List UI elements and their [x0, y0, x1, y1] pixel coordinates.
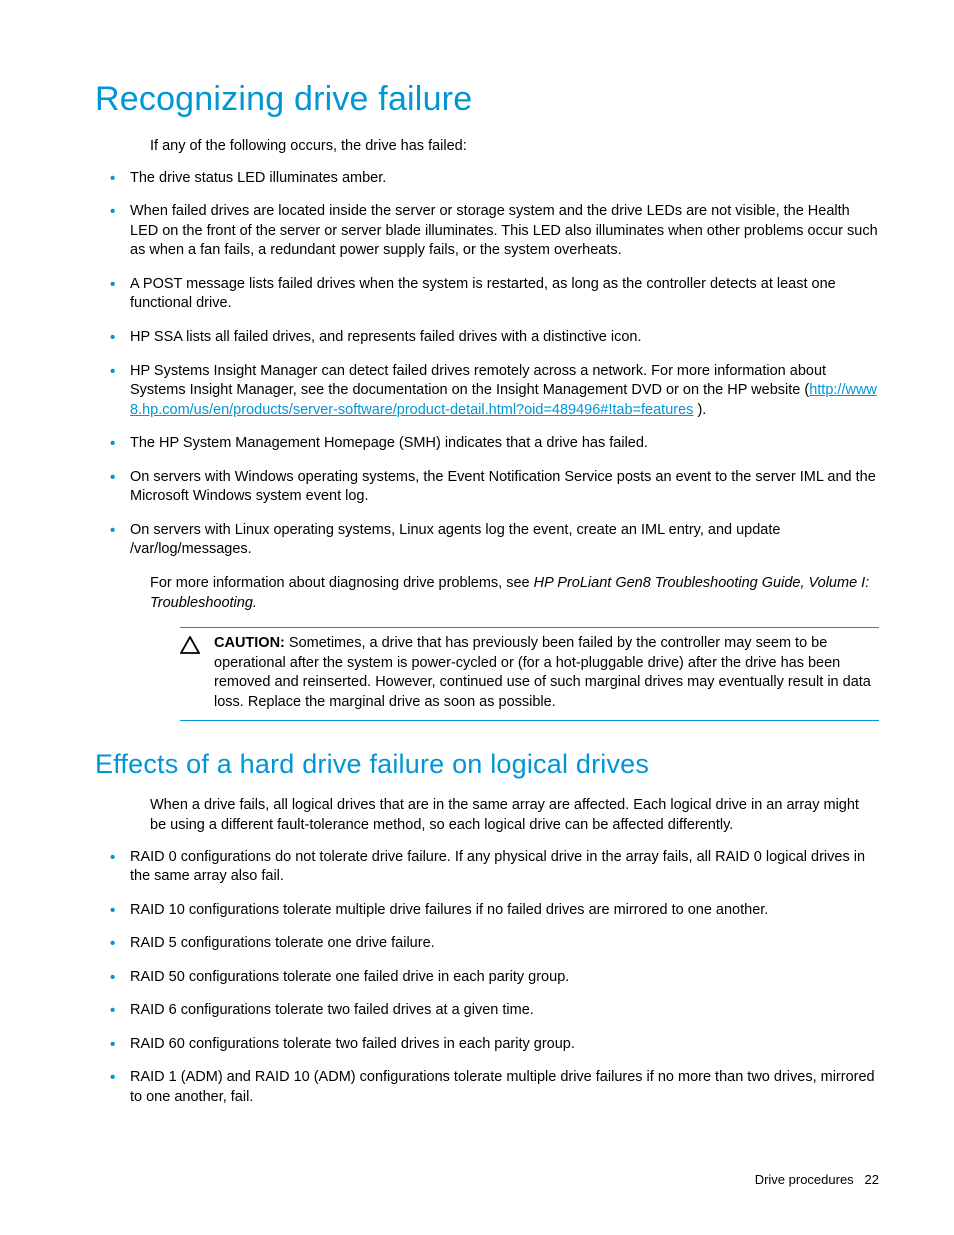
list-item: When failed drives are located inside th…: [130, 202, 879, 261]
list-item: The HP System Management Homepage (SMH) …: [130, 434, 879, 454]
list-item: HP SSA lists all failed drives, and repr…: [130, 328, 879, 348]
caution-label: CAUTION:: [214, 635, 285, 651]
list-item: RAID 5 configurations tolerate one drive…: [130, 934, 879, 954]
list-item: On servers with Linux operating systems,…: [130, 521, 879, 560]
caution-box: CAUTION: Sometimes, a drive that has pre…: [180, 627, 879, 721]
list-item: The drive status LED illuminates amber.: [130, 169, 879, 189]
more-info-text: For more information about diagnosing dr…: [150, 575, 534, 591]
list-item: RAID 1 (ADM) and RAID 10 (ADM) configura…: [130, 1068, 879, 1107]
heading-main: Recognizing drive failure: [95, 80, 879, 119]
bullet-list-1: The drive status LED illuminates amber. …: [130, 169, 879, 560]
heading-sub: Effects of a hard drive failure on logic…: [95, 749, 879, 780]
caution-content: CAUTION: Sometimes, a drive that has pre…: [214, 634, 879, 712]
list-item: RAID 0 configurations do not tolerate dr…: [130, 848, 879, 887]
list-item: On servers with Windows operating system…: [130, 468, 879, 507]
list-item: HP Systems Insight Manager can detect fa…: [130, 362, 879, 421]
footer-page-number: 22: [865, 1172, 879, 1187]
list-item: A POST message lists failed drives when …: [130, 275, 879, 314]
bullet-list-2: RAID 0 configurations do not tolerate dr…: [130, 848, 879, 1108]
page-footer: Drive procedures 22: [755, 1172, 879, 1187]
caution-icon: [180, 636, 200, 658]
caution-body: Sometimes, a drive that has previously b…: [214, 635, 871, 710]
list-item: RAID 60 configurations tolerate two fail…: [130, 1035, 879, 1055]
list-item: RAID 6 configurations tolerate two faile…: [130, 1001, 879, 1021]
list-item-text-post: ).: [693, 402, 706, 418]
document-page: Recognizing drive failure If any of the …: [0, 0, 954, 1162]
list-item-text: HP Systems Insight Manager can detect fa…: [130, 363, 826, 399]
list-item: RAID 50 configurations tolerate one fail…: [130, 968, 879, 988]
footer-section: Drive procedures: [755, 1172, 854, 1187]
intro-paragraph-2: When a drive fails, all logical drives t…: [150, 796, 879, 835]
intro-paragraph: If any of the following occurs, the driv…: [150, 137, 879, 157]
more-info-paragraph: For more information about diagnosing dr…: [150, 574, 879, 613]
list-item: RAID 10 configurations tolerate multiple…: [130, 901, 879, 921]
